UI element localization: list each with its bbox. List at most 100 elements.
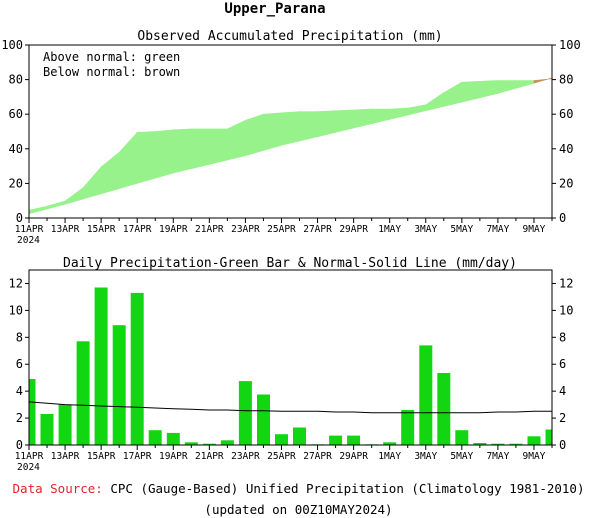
accumulated-xtick-label: 1MAY: [378, 224, 401, 235]
accumulated-ytick-label-left: 100: [1, 38, 23, 52]
daily-bar: [545, 429, 552, 445]
accumulated-xtick-label: 11APR: [15, 224, 44, 235]
above-normal-area: [209, 128, 228, 165]
daily-bar: [58, 404, 72, 445]
daily-bar: [76, 341, 90, 445]
accumulated-ytick-label-left: 20: [9, 176, 23, 190]
daily-xtick-label: 23APR: [231, 451, 260, 462]
accumulated-ytick-label-right: 40: [559, 142, 573, 156]
daily-bar: [437, 373, 451, 445]
above-normal-area: [461, 80, 481, 103]
daily-ytick-label-right: 6: [559, 357, 566, 371]
data-source-line: Data Source: CPC (Gauge-Based) Unified P…: [0, 481, 597, 496]
above-normal-area: [389, 107, 409, 120]
above-normal-area: [497, 80, 517, 94]
daily-ytick-label-left: 4: [16, 384, 23, 398]
daily-bar: [347, 435, 361, 445]
accumulated-ytick-label-right: 0: [559, 211, 566, 225]
daily-bar: [166, 432, 180, 445]
daily-ytick-label-right: 2: [559, 411, 566, 425]
above-normal-area: [479, 80, 499, 99]
daily-xtick-label: 1MAY: [378, 451, 401, 462]
daily-bar: [509, 443, 523, 445]
daily-bar: [238, 381, 252, 445]
daily-bar: [527, 436, 541, 446]
daily-bar: [491, 443, 505, 445]
accumulated-ytick-label-left: 80: [9, 73, 23, 87]
accumulated-xtick-label: 23APR: [231, 224, 260, 235]
daily-ytick-label-right: 8: [559, 330, 566, 344]
accumulated-xtick-label: 17APR: [123, 224, 152, 235]
daily-xtick-label: 9MAY: [523, 451, 546, 462]
daily-bar: [275, 434, 288, 445]
above-normal-area: [407, 104, 427, 116]
accumulated-chart-title: Observed Accumulated Precipitation (mm): [137, 29, 442, 44]
above-normal-area: [317, 110, 336, 138]
daily-bar: [383, 442, 397, 445]
accumulated-xtick-label: 13APR: [51, 224, 80, 235]
accumulated-year-label: 2024: [17, 235, 40, 246]
accumulated-ytick-label-right: 100: [559, 38, 581, 52]
above-normal-area: [443, 81, 463, 107]
above-normal-note: Above normal: green: [43, 50, 180, 64]
daily-precip-chart: Daily Precipitation-Green Bar & Normal-S…: [9, 256, 574, 473]
daily-xtick-label: 13APR: [51, 451, 80, 462]
daily-bar: [29, 379, 36, 445]
daily-ytick-label-right: 0: [559, 438, 566, 452]
accumulated-axes: 0 0 20 20 40 40 60 60 80 80 100 100 11APR 13APR 15APR 1…: [1, 38, 580, 246]
daily-bar: [419, 345, 433, 445]
above-normal-area: [371, 108, 391, 125]
daily-xtick-label: 19APR: [159, 451, 188, 462]
daily-ytick-label-right: 10: [559, 303, 573, 317]
accumulated-xtick-label: 15APR: [87, 224, 116, 235]
above-normal-area: [154, 129, 174, 179]
accumulated-plot-frame: [28, 44, 553, 219]
daily-ytick-label-right: 4: [559, 384, 566, 398]
above-normal-area: [136, 131, 156, 184]
above-normal-area: [299, 111, 318, 142]
daily-ytick-label-right: 12: [559, 276, 573, 290]
daily-bar: [220, 440, 234, 445]
accumulated-ytick-label-right: 60: [559, 107, 573, 121]
daily-bar: [202, 443, 216, 445]
daily-xtick-label: 3MAY: [414, 451, 437, 462]
daily-ytick-label-left: 2: [16, 411, 23, 425]
daily-marks: [28, 287, 552, 446]
accumulated-xtick-label: 9MAY: [523, 224, 546, 235]
daily-bar: [184, 442, 198, 445]
daily-plot-frame: [28, 269, 553, 446]
daily-xtick-label: 7MAY: [486, 451, 509, 462]
accumulated-precip-chart: Observed Accumulated Precipitation (mm) …: [1, 29, 580, 246]
daily-bar: [130, 292, 144, 445]
daily-ytick-label-left: 10: [9, 303, 23, 317]
above-normal-area: [46, 200, 66, 210]
above-normal-area: [82, 166, 102, 200]
daily-year-label: 2024: [17, 462, 40, 473]
daily-bar: [94, 287, 108, 445]
above-normal-area: [64, 187, 84, 205]
daily-xtick-label: 5MAY: [450, 451, 473, 462]
accumulated-xtick-label: 29APR: [339, 224, 368, 235]
daily-bar: [112, 325, 126, 445]
above-normal-area: [118, 131, 138, 189]
above-normal-area: [263, 112, 282, 151]
above-normal-area: [227, 119, 246, 161]
accumulated-ytick-label-left: 40: [9, 142, 23, 156]
above-normal-area: [173, 128, 192, 174]
daily-xtick-label: 29APR: [339, 451, 368, 462]
daily-bar: [148, 430, 162, 445]
daily-bar: [40, 414, 54, 445]
above-normal-area: [353, 108, 373, 129]
accumulated-xtick-label: 3MAY: [414, 224, 437, 235]
accumulated-xtick-label: 7MAY: [486, 224, 509, 235]
above-normal-area: [245, 113, 264, 157]
above-normal-area: [335, 109, 354, 133]
below-normal-note: Below normal: brown: [43, 65, 180, 79]
accumulated-xtick-label: 27APR: [303, 224, 332, 235]
above-normal-area: [28, 205, 48, 215]
daily-bar: [257, 394, 270, 445]
daily-chart-title: Daily Precipitation-Green Bar & Normal-S…: [63, 256, 517, 271]
daily-xtick-label: 15APR: [87, 451, 116, 462]
accumulated-marks: [28, 77, 553, 215]
